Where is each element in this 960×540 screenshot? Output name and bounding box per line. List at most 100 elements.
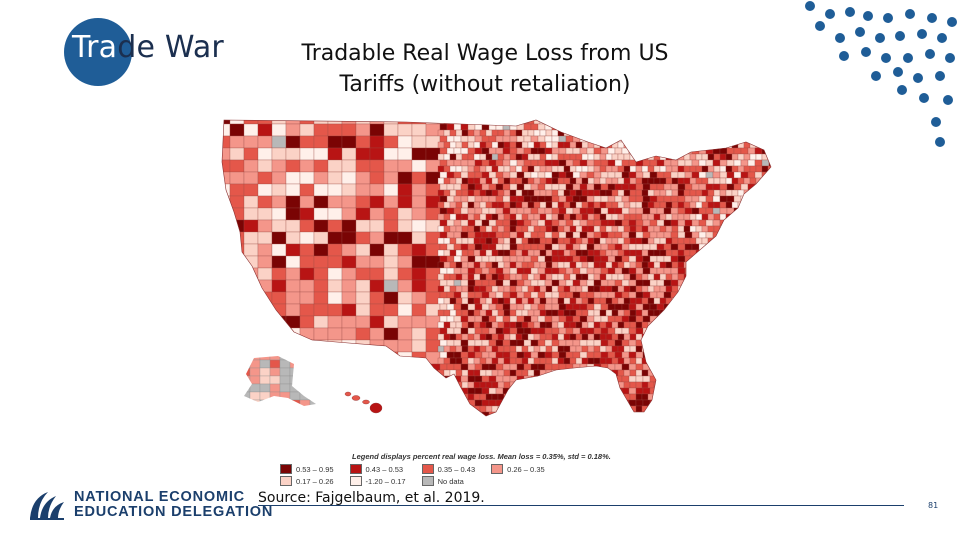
- county-cell: [635, 381, 643, 389]
- county-cell: [665, 120, 673, 125]
- county-cell: [600, 243, 609, 251]
- county-cell: [545, 273, 553, 281]
- county-cell: [581, 381, 589, 389]
- county-cell: [665, 129, 673, 137]
- county-cell: [439, 315, 448, 323]
- county-cell: [533, 189, 541, 197]
- county-cell: [523, 351, 532, 359]
- county-cell: [774, 238, 776, 244]
- county-cell: [581, 129, 589, 137]
- county-cell: [635, 141, 643, 149]
- county-cell: [558, 315, 567, 323]
- county-cell: [461, 285, 469, 293]
- county-cell: [530, 387, 539, 395]
- county-cell: [719, 207, 728, 215]
- county-cell: [313, 255, 329, 269]
- county-cell: [701, 321, 709, 329]
- county-cell: [642, 123, 651, 131]
- county-cell: [705, 279, 714, 287]
- county-cell: [530, 207, 539, 215]
- county-cell: [355, 207, 371, 221]
- county-cell: [747, 303, 756, 311]
- county-cell: [467, 153, 475, 161]
- county-cell: [341, 411, 357, 416]
- county-cell: [243, 159, 259, 173]
- county-cell: [761, 369, 769, 377]
- county-cell: [712, 303, 721, 311]
- county-cell: [605, 285, 613, 293]
- county-cell: [355, 363, 371, 377]
- section-title: Trade War: [72, 30, 224, 65]
- county-cell: [642, 303, 651, 311]
- county-cell: [446, 183, 455, 191]
- county-cell: [468, 112, 475, 118]
- county-cell: [495, 279, 504, 287]
- county-cell: [600, 399, 609, 407]
- county-cell: [731, 273, 739, 281]
- county-cell: [611, 273, 619, 281]
- county-cell: [670, 315, 679, 323]
- county-cell: [551, 387, 560, 395]
- county-cell: [495, 219, 504, 227]
- county-cell: [586, 351, 595, 359]
- county-cell: [671, 345, 679, 353]
- county-cell: [474, 387, 483, 395]
- county-cell: [689, 333, 697, 341]
- county-cell: [713, 225, 721, 233]
- county-cell: [467, 369, 475, 377]
- county-cell: [659, 357, 667, 365]
- county-cell: [453, 303, 462, 311]
- county-cell: [488, 219, 497, 227]
- county-cell: [628, 303, 637, 311]
- county-cell: [642, 255, 651, 263]
- county-cell: [740, 387, 749, 395]
- county-cell: [257, 195, 273, 209]
- county-cell: [327, 387, 343, 401]
- county-cell: [677, 363, 686, 371]
- county-cell: [593, 363, 602, 371]
- county-cell: [481, 207, 490, 215]
- county-cell: [537, 255, 546, 263]
- county-cell: [461, 153, 469, 161]
- county-cell: [558, 123, 567, 131]
- county-cell: [521, 285, 529, 293]
- county-cell: [586, 315, 595, 323]
- county-cell: [698, 195, 707, 203]
- county-cell: [719, 285, 727, 293]
- county-cell: [642, 411, 651, 416]
- county-cell: [341, 399, 357, 413]
- county-cell: [479, 297, 487, 305]
- county-cell: [762, 112, 769, 118]
- county-cell: [740, 255, 749, 263]
- county-cell: [557, 333, 565, 341]
- county-cell: [569, 153, 577, 161]
- county-cell: [701, 333, 709, 341]
- county-cell: [749, 120, 757, 125]
- county-cell: [665, 165, 673, 173]
- county-cell: [467, 243, 476, 251]
- county-cell: [569, 141, 577, 149]
- alaska-cell: [309, 399, 316, 406]
- county-cell: [497, 237, 505, 245]
- county-cell: [222, 303, 231, 317]
- county-cell: [545, 201, 553, 209]
- county-cell: [481, 387, 490, 395]
- county-cell: [647, 165, 655, 173]
- county-cell: [455, 357, 463, 365]
- alaska-cell: [309, 375, 316, 385]
- county-cell: [572, 315, 581, 323]
- county-cell: [726, 183, 735, 191]
- county-cell: [768, 375, 771, 383]
- county-cell: [496, 112, 503, 118]
- county-cell: [502, 291, 511, 299]
- county-cell: [768, 171, 771, 179]
- county-cell: [665, 225, 673, 233]
- county-cell: [397, 267, 413, 281]
- county-cell: [713, 285, 721, 293]
- county-cell: [285, 207, 301, 221]
- county-cell: [355, 219, 371, 233]
- county-cell: [551, 207, 560, 215]
- county-cell: [761, 411, 770, 416]
- county-cell: [734, 112, 741, 118]
- county-cell: [509, 369, 517, 377]
